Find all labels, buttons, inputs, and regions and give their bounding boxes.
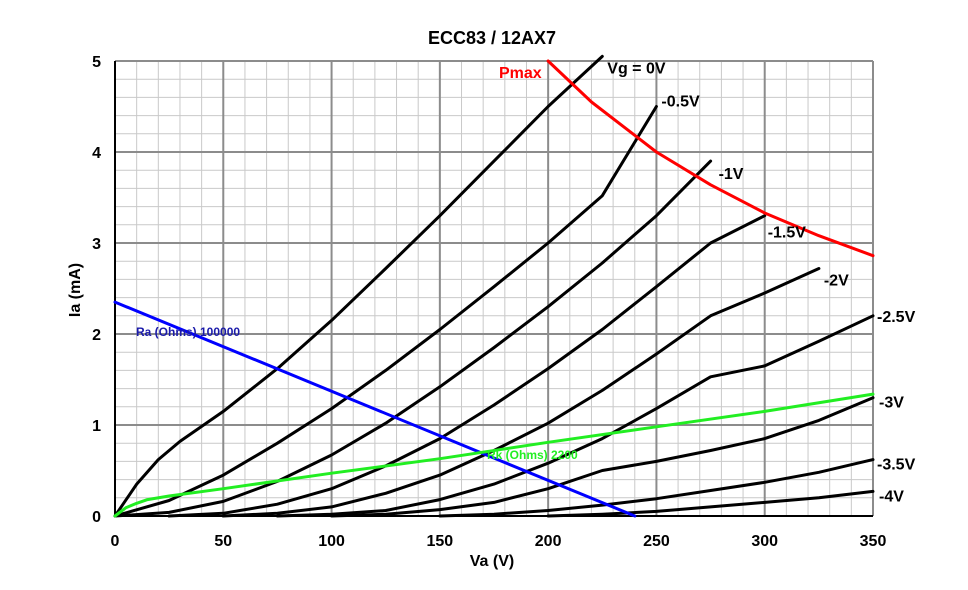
series-label-10: Ra (Ohms) 100000 <box>136 325 240 339</box>
series-label-4: -2V <box>824 272 849 289</box>
series-line-3 <box>167 214 767 518</box>
series-label-7: -3.5V <box>877 457 916 474</box>
series-label-0: Vg = 0V <box>607 60 666 77</box>
series-line-0 <box>113 54 604 518</box>
series-line-4 <box>221 267 821 518</box>
series-line-10 <box>113 300 637 518</box>
y-tick-label: 2 <box>92 327 101 344</box>
x-tick-label: 50 <box>214 533 232 550</box>
x-tick-label: 250 <box>643 533 670 550</box>
series-line-7 <box>438 458 875 518</box>
series-line-2 <box>113 159 713 518</box>
y-tick-label: 5 <box>92 54 101 71</box>
x-axis-title: Va (V) <box>470 553 514 570</box>
x-tick-label: 150 <box>427 533 454 550</box>
series-line-9 <box>546 59 875 258</box>
series-label-8: -4V <box>879 488 904 505</box>
tick-labels: 0 50 100 150 200 250 300 350 0 1 2 3 4 5 <box>92 54 886 550</box>
y-tick-label: 0 <box>92 509 101 526</box>
series-line-6 <box>330 396 875 518</box>
series-label-9: Pmax <box>499 65 542 82</box>
series-label-5: -2.5V <box>877 309 916 326</box>
x-tick-label: 100 <box>318 533 345 550</box>
y-tick-label: 4 <box>92 145 101 162</box>
x-tick-label: 350 <box>860 533 887 550</box>
y-tick-label: 3 <box>92 236 101 253</box>
series-label-3: -1.5V <box>768 225 807 242</box>
series-line-8 <box>546 489 875 518</box>
series-label-1: -0.5V <box>661 94 700 111</box>
series-line-11 <box>113 392 875 518</box>
x-tick-label: 200 <box>535 533 562 550</box>
series-line-1 <box>113 105 658 518</box>
series-lines <box>113 54 875 518</box>
x-tick-label: 0 <box>111 533 120 550</box>
y-axis-title: Ia (mA) <box>67 263 84 317</box>
series-label-6: -3V <box>879 395 904 412</box>
series-label-2: -1V <box>719 166 744 183</box>
series-labels: Vg = 0V -0.5V -1V -1.5V -2V -2.5V -3V -3.5V -4V P… <box>136 60 916 505</box>
chart-title: ECC83 / 12AX7 <box>428 28 556 48</box>
series-line-5 <box>275 314 875 518</box>
series-label-11: Rk (Ohms) 2200 <box>487 448 578 462</box>
y-tick-label: 1 <box>92 418 101 435</box>
x-tick-label: 300 <box>751 533 778 550</box>
